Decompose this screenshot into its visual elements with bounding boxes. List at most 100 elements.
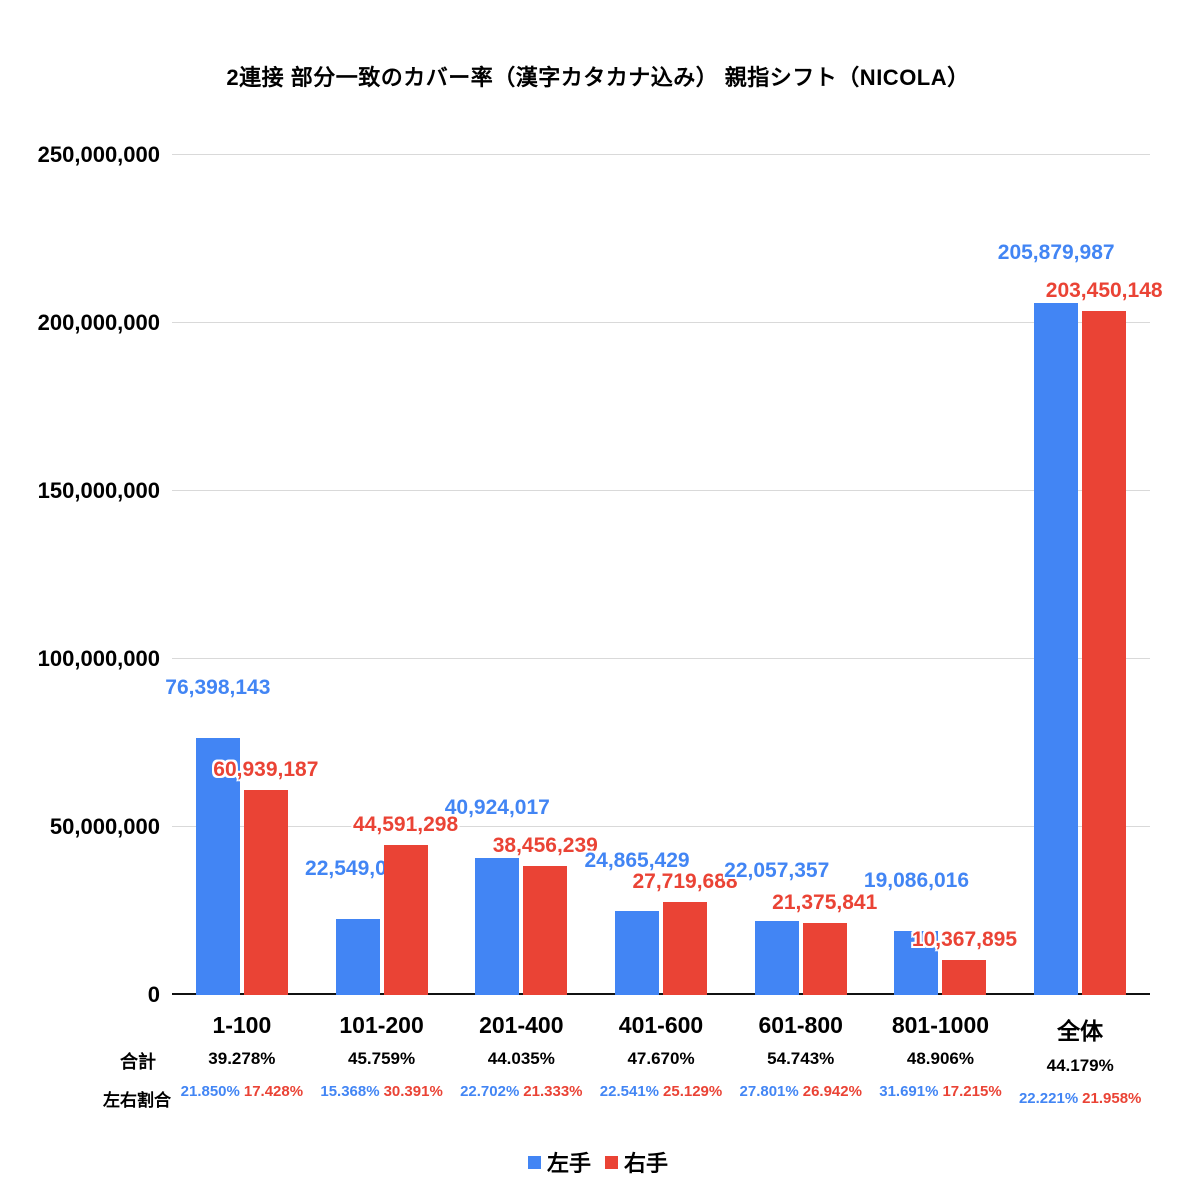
x-axis-cell: 801-1000 48.906% 31.691% 17.215% [871,1000,1011,1107]
bar-value-label: 21,375,841 [772,891,878,915]
lr-ratio-percent: 22.702% 21.333% [451,1083,591,1100]
left-ratio-percent: 22.702% [460,1083,520,1100]
right-ratio-percent: 25.129% [663,1083,723,1100]
legend-swatch [605,1155,618,1169]
bar-group-101-200: 22,549,025 44,591,298 [305,155,458,995]
category-label: 201-400 [479,1012,564,1038]
x-axis-cell: 1-100 39.278% 21.850% 17.428% [172,1000,312,1107]
left-ratio-percent: 21.850% [180,1083,240,1100]
x-axis-line [172,993,1150,995]
bar-value-label: 60,939,187 [213,758,319,782]
bar-left-hand[interactable] [475,857,520,995]
category-label: 601-800 [758,1012,843,1038]
left-ratio-percent: 27.801% [739,1083,799,1100]
gridlines [172,154,1150,995]
bar-value-label: 22,057,357 [724,858,830,882]
total-percent: 45.759% [348,1049,416,1068]
legend-label: 左手 [546,1151,591,1176]
gridline [172,490,1150,491]
bar-right-hand[interactable] [383,845,428,995]
bar-left-hand[interactable] [894,930,939,995]
left-ratio-percent: 22.541% [599,1083,660,1100]
row-header-total: 合計 [120,1052,156,1072]
bar-group-601-800: 22,057,357 21,375,841 [724,155,877,995]
lr-ratio-percent: 22.541% 25.129% [591,1083,731,1100]
total-percent: 44.035% [487,1049,555,1068]
x-axis-cell: 401-600 47.670% 22.541% 25.129% [591,1000,731,1107]
right-ratio-percent: 26.942% [802,1083,862,1100]
bar-right-hand[interactable] [523,865,568,995]
right-ratio-percent: 21.333% [523,1083,583,1100]
category-label: 全体 [1057,1018,1104,1044]
bar-left-hand[interactable] [195,738,240,995]
gridline [172,826,1150,827]
legend-item-right-hand[interactable]: 右手 [605,1146,668,1178]
lr-ratio-percent: 15.368% 30.391% [312,1083,452,1100]
gridline [172,322,1150,323]
bar-left-hand[interactable] [335,919,380,995]
gridline [172,154,1150,155]
bar-value-label: 203,450,148 [1045,279,1163,303]
total-percent: 39.278% [208,1049,276,1068]
bar-value-label: 10,367,895 [911,928,1018,952]
y-tick-label: 250,000,000 [37,142,160,167]
total-percent: 47.670% [627,1049,695,1068]
bar-value-label: 205,879,987 [997,241,1115,265]
bar-left-hand[interactable] [754,920,799,995]
bar-value-label: 40,924,017 [444,795,550,819]
x-axis-cell: 101-200 45.759% 15.368% 30.391% [312,1000,452,1107]
x-axis-cell: 601-800 54.743% 27.801% 26.942% [731,1000,871,1107]
y-tick-label: 100,000,000 [37,646,160,671]
legend: 左手 右手 [0,1146,1196,1178]
gridline [172,658,1150,659]
y-axis-tick-labels: 0 50,000,000 100,000,000 150,000,000 200,000… [0,142,160,1007]
category-label: 101-200 [339,1012,424,1038]
y-tick-label: 200,000,000 [37,310,160,335]
bar-right-hand[interactable] [663,901,708,995]
bar-value-label: 44,591,298 [353,813,459,837]
y-tick-label: 50,000,000 [49,814,160,839]
lr-ratio-percent: 31.691% 17.215% [871,1083,1011,1100]
bar-right-hand[interactable] [942,960,987,995]
x-axis-labels: 1-100 39.278% 21.850% 17.428% 101-200 45.759%… [172,1000,1150,1107]
bar-value-label: 38,456,239 [492,833,598,857]
bar-right-hand[interactable] [802,923,847,995]
legend-item-left-hand[interactable]: 左手 [527,1146,591,1178]
total-percent: 44.179% [1046,1056,1114,1075]
category-label: 401-600 [618,1012,704,1038]
bar-group-801-1000: 19,086,016 10,367,895 [864,155,1017,995]
right-ratio-percent: 21.958% [1082,1090,1142,1107]
bar-right-hand[interactable] [1082,311,1127,995]
bar-group-全体: 205,879,987 203,450,148 [998,155,1163,995]
lr-ratio-percent: 21.850% 17.428% [172,1083,312,1100]
bar-left-hand[interactable] [615,911,660,995]
lr-ratio-percent: 22.221% 21.958% [1010,1090,1150,1107]
bar-group-1-100: 76,398,143 60,939,187 [165,155,318,995]
lr-ratio-percent: 27.801% 26.942% [731,1083,871,1100]
x-axis-cell: 201-400 44.035% 22.702% 21.333% [451,1000,591,1107]
y-tick-label: 0 [147,982,160,1007]
bar-group-201-400: 40,924,017 38,456,239 [445,155,598,995]
x-axis-cell: 全体 44.179% 22.221% 21.958% [1010,1000,1150,1107]
bar-right-hand[interactable] [243,790,288,995]
bar-value-label: 76,398,143 [165,676,271,700]
bar-value-label: 24,865,429 [584,849,690,873]
category-label: 801-1000 [891,1012,990,1038]
legend-swatch [527,1155,541,1169]
bar-groups: 76,398,143 60,939,187 22,549,025 44,591,298… [165,155,1163,995]
bar-left-hand[interactable] [1034,303,1079,995]
row-header-ratio: 左右割合 [103,1091,171,1110]
y-tick-label: 150,000,000 [37,478,160,503]
chart-title: 2連接 部分一致のカバー率（漢字カタカナ込み） 親指シフト（NICOLA） [226,65,970,90]
left-ratio-percent: 15.368% [320,1083,380,1100]
total-percent: 48.906% [906,1049,975,1068]
bar-value-label: 19,086,016 [863,868,970,892]
left-ratio-percent: 31.691% [879,1083,939,1100]
right-ratio-percent: 17.215% [942,1083,1002,1100]
left-ratio-percent: 22.221% [1018,1090,1079,1107]
bar-group-401-600: 24,865,429 27,719,688 [584,155,738,995]
right-ratio-percent: 17.428% [243,1083,304,1100]
plot-area: 76,398,143 60,939,187 22,549,025 44,591,298… [165,154,1163,995]
category-label: 1-100 [212,1012,272,1038]
